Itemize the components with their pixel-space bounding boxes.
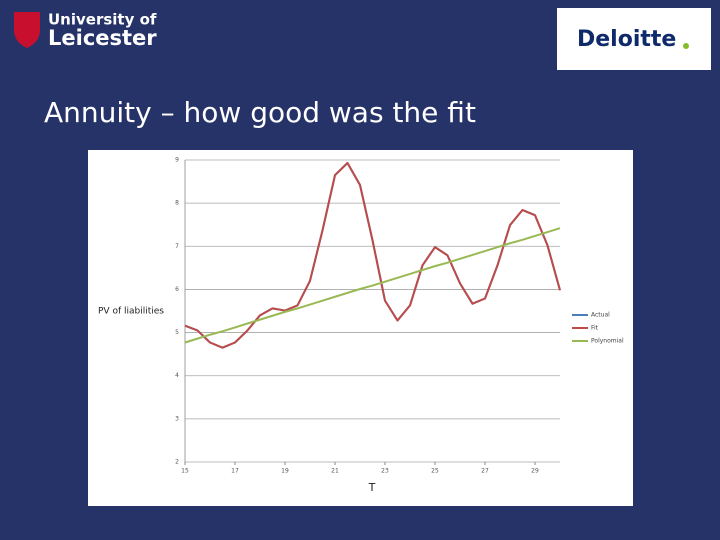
x-tick-label: 25 — [431, 468, 439, 475]
y-tick-label: 6 — [175, 286, 179, 293]
x-tick-label: 19 — [281, 468, 289, 475]
y-tick-label: 2 — [175, 459, 179, 466]
y-tick-label: 3 — [175, 415, 179, 422]
university-name: Leicester — [48, 26, 157, 50]
y-tick-label: 9 — [175, 157, 179, 164]
legend-label: Actual — [591, 312, 610, 319]
x-tick-label: 17 — [231, 468, 239, 475]
university-crest — [14, 12, 40, 48]
x-tick-label: 21 — [331, 468, 339, 475]
y-tick-label: 8 — [175, 200, 179, 207]
legend-label: Polynomial — [591, 338, 624, 345]
x-axis-label: T — [368, 481, 376, 494]
x-tick-label: 29 — [531, 468, 539, 475]
y-tick-label: 7 — [175, 243, 179, 250]
x-tick-label: 15 — [181, 468, 189, 475]
x-tick-label: 27 — [481, 468, 489, 475]
company-logo: Deloitte — [577, 27, 676, 52]
x-tick-label: 23 — [381, 468, 389, 475]
chart-background — [88, 150, 633, 506]
y-axis-label: PV of liabilities — [98, 307, 164, 317]
legend-label: Fit — [591, 325, 599, 332]
y-tick-label: 5 — [175, 329, 179, 336]
company-logo-box — [557, 8, 711, 70]
series-line — [184, 227, 561, 344]
university-name: University of — [48, 11, 157, 29]
slide-title: Annuity – how good was the fit — [44, 96, 476, 129]
series-line — [184, 162, 561, 349]
y-tick-label: 4 — [175, 372, 179, 379]
logo-dot — [683, 43, 689, 49]
